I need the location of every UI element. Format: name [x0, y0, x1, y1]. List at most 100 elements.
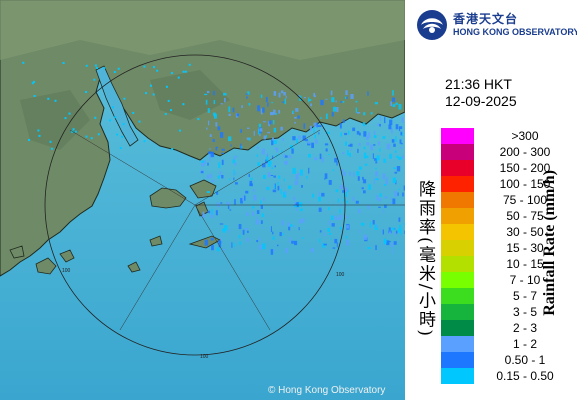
radar-echo — [391, 139, 395, 143]
legend-label: 200 - 300 — [499, 145, 551, 159]
radar-echo — [396, 155, 399, 159]
radar-echo — [392, 90, 394, 96]
radar-echo — [218, 162, 221, 169]
legend-label: 1 - 2 — [512, 337, 537, 351]
radar-echo — [223, 92, 227, 96]
radar-echo — [292, 110, 294, 114]
radar-echo — [370, 144, 373, 151]
radar-echo — [373, 135, 377, 138]
radar-echo — [373, 130, 376, 135]
radar-echo — [273, 127, 277, 133]
radar-echo — [391, 128, 393, 134]
radar-echo — [284, 191, 287, 195]
radar-echo — [170, 109, 172, 112]
radar-echo — [95, 67, 98, 69]
radar-echo — [319, 191, 321, 198]
radar-echo — [288, 155, 292, 159]
legend-row: 15 - 30 — [441, 240, 571, 256]
legend-row: 100 - 150 — [441, 176, 571, 192]
radar-echo — [391, 227, 395, 231]
radar-echo — [395, 136, 397, 142]
radar-echo — [378, 206, 381, 208]
legend-label: 2 - 3 — [512, 321, 537, 335]
radar-echo — [346, 225, 349, 229]
radar-echo — [390, 197, 393, 200]
radar-echo — [224, 225, 228, 231]
radar-echo — [281, 220, 284, 226]
radar-echo — [245, 93, 249, 95]
radar-echo — [261, 213, 264, 217]
legend-label: 10 - 15 — [506, 257, 544, 271]
radar-echo — [249, 183, 253, 187]
radar-echo — [273, 120, 275, 125]
ring-label-west: 100 — [62, 268, 71, 274]
radar-echo — [121, 135, 124, 138]
radar-echo — [342, 119, 345, 123]
radar-echo — [235, 172, 237, 174]
radar-echo — [277, 182, 279, 185]
radar-echo — [292, 167, 296, 174]
radar-echo — [267, 161, 272, 167]
radar-echo — [222, 228, 226, 232]
radar-echo — [340, 101, 343, 103]
radar-echo — [366, 142, 370, 146]
radar-echo — [211, 179, 215, 183]
radar-echo — [340, 132, 342, 137]
legend-swatch — [441, 224, 474, 240]
radar-echo — [226, 201, 230, 205]
radar-echo — [313, 127, 315, 133]
radar-echo — [114, 116, 117, 119]
radar-echo — [324, 178, 326, 180]
radar-echo — [376, 155, 380, 161]
radar-echo — [216, 247, 220, 252]
radar-echo — [363, 234, 368, 240]
radar-echo — [216, 201, 218, 207]
radar-echo — [287, 222, 290, 227]
radar-echo — [215, 147, 218, 151]
legend-swatch — [441, 240, 474, 256]
radar-echo — [241, 105, 243, 109]
radar-echo — [377, 123, 381, 126]
radar-echo — [373, 178, 375, 184]
radar-map: 100 100 100 © Hong Kong Observatory — [0, 0, 405, 400]
radar-echo — [382, 229, 384, 235]
radar-echo — [249, 180, 253, 186]
radar-echo — [218, 240, 222, 244]
radar-echo — [392, 198, 396, 205]
radar-echo — [221, 152, 224, 154]
radar-echo — [399, 224, 402, 231]
radar-echo — [206, 191, 210, 193]
legend-row: 1 - 2 — [441, 336, 571, 352]
radar-echo — [382, 136, 386, 139]
radar-echo — [383, 209, 385, 214]
radar-echo — [270, 249, 274, 255]
radar-echo — [164, 113, 167, 116]
radar-echo — [326, 131, 330, 134]
radar-echo — [384, 183, 387, 186]
radar-echo — [300, 169, 303, 176]
radar-echo — [328, 180, 332, 185]
radar-echo — [210, 212, 213, 219]
radar-echo — [337, 198, 339, 203]
radar-echo — [318, 132, 320, 135]
radar-echo — [291, 148, 294, 154]
radar-echo — [272, 189, 277, 193]
radar-echo — [364, 163, 368, 166]
radar-echo — [266, 163, 270, 164]
radar-echo — [352, 196, 355, 201]
radar-echo — [308, 167, 310, 174]
radar-echo — [293, 196, 296, 201]
radar-echo — [298, 227, 300, 231]
radar-echo — [307, 141, 310, 144]
legend-label: 0.50 - 1 — [504, 353, 546, 367]
radar-echo — [345, 96, 347, 99]
radar-echo — [356, 131, 360, 135]
radar-echo — [38, 134, 41, 137]
radar-echo — [253, 130, 255, 136]
radar-echo — [358, 208, 361, 214]
radar-echo — [342, 152, 345, 154]
radar-echo — [240, 198, 243, 204]
radar-echo — [242, 195, 244, 201]
west-islands — [9, 245, 75, 275]
radar-echo — [365, 155, 369, 158]
